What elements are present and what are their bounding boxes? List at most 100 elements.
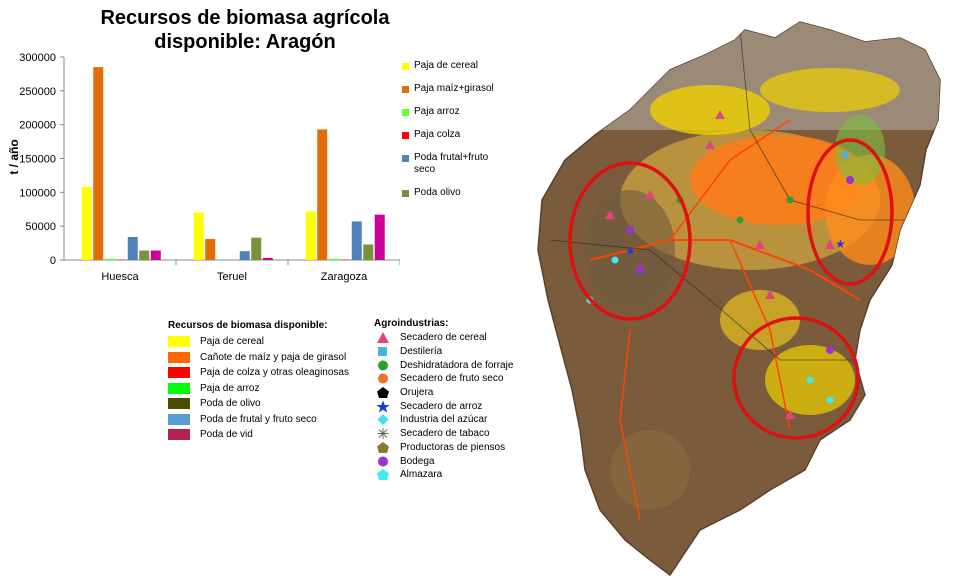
star-icon <box>376 400 390 413</box>
y-tick-label: 200000 <box>19 120 56 132</box>
bar-teruel-s5 <box>251 237 262 260</box>
legend-label: Poda de olivo <box>200 398 261 410</box>
series-legend-item: Paja colza <box>402 129 512 141</box>
biomass-legend-item: Poda de olivo <box>168 396 349 412</box>
legend-swatch <box>402 190 409 197</box>
agroindustry-legend-item: Secadero de cereal <box>374 331 513 345</box>
x-tick-label: Zaragoza <box>321 271 368 283</box>
legend-label: Paja maíz+girasol <box>414 83 494 94</box>
legend-swatch <box>402 86 409 93</box>
bar-zaragoza-s0 <box>305 211 316 260</box>
agroindustry-legend-item: Orujera <box>374 386 513 400</box>
highlight-ellipse-southeast <box>732 316 860 440</box>
y-tick-label: 150000 <box>19 154 56 166</box>
agroindustry-legend-item: Secadero de tabaco <box>374 427 513 441</box>
square-icon <box>378 347 387 357</box>
chart-title: Recursos de biomasa agrícola disponible:… <box>100 7 390 53</box>
legend-label: Secadero de cereal <box>400 332 487 344</box>
legend-label: Bodega <box>400 455 435 467</box>
pentagon-icon <box>377 469 389 481</box>
biomass-legend-item: Paja de cereal <box>168 334 349 350</box>
legend-label: Secadero de arroz <box>400 400 483 412</box>
agroindustry-legend-item: Deshidratadora de forraje <box>374 358 513 372</box>
bar-chart: 0 50000 100000 150000 200000 250000 300000 Hues… <box>19 52 400 283</box>
agroindustry-legend-item: Secadero de arroz <box>374 399 513 413</box>
x-tick-label: Huesca <box>101 271 139 283</box>
biomass-legend-item: Poda de vid <box>168 427 349 443</box>
agroindustry-legend-item: Bodega <box>374 454 513 468</box>
legend-label: Poda de vid <box>200 429 253 441</box>
bar-teruel-s1 <box>205 239 216 260</box>
y-tick-label: 250000 <box>19 86 56 98</box>
circle-icon <box>378 456 388 467</box>
triangle-icon <box>377 332 389 344</box>
series-legend-item: Poda olivo <box>402 187 512 199</box>
agroindustry-legend: Agroindustrias: Secadero de cereal Destil… <box>374 318 513 482</box>
legend-label: Destilería <box>400 346 443 358</box>
legend-label: Poda frutal+fruto seco <box>414 152 489 175</box>
x-tick-label: Teruel <box>217 271 247 283</box>
bar-huesca-s1 <box>93 67 104 261</box>
bar-teruel-s4 <box>239 251 250 260</box>
legend-swatch <box>168 413 190 425</box>
y-tick-label: 300000 <box>19 52 56 64</box>
legend-swatch <box>168 351 190 363</box>
legend-swatch <box>168 398 190 410</box>
bar-huesca-s0 <box>81 186 92 260</box>
circle-icon <box>378 360 388 371</box>
legend-swatch <box>402 132 409 139</box>
bar-huesca-s6 <box>150 250 161 260</box>
legend-label: Industria del azúcar <box>400 414 488 426</box>
pentagon-icon <box>377 441 389 453</box>
y-tick-label: 100000 <box>19 187 56 199</box>
legend-label: Paja de arroz <box>200 382 260 394</box>
bar-teruel-s0 <box>193 212 204 260</box>
legend-label: Productoras de piensos <box>400 441 506 453</box>
svg-text:★: ★ <box>835 237 846 251</box>
series-legend-item: Paja maíz+girasol <box>402 83 512 95</box>
legend-label: Orujera <box>400 387 434 399</box>
highlight-ellipse-east <box>806 138 894 286</box>
bar-zaragoza-s4 <box>351 221 362 260</box>
bar-huesca-s2 <box>104 258 115 260</box>
legend-label: Secadero de fruto seco <box>400 373 504 385</box>
series-legend-item: Paja arroz <box>402 106 512 118</box>
legend-swatch <box>168 429 190 441</box>
legend-swatch <box>402 155 409 162</box>
agroindustry-legend-item: Almazara <box>374 468 513 482</box>
y-tick-label: 50000 <box>25 221 56 233</box>
highlight-ellipse-west <box>568 161 692 321</box>
bar-huesca-s5 <box>139 250 150 260</box>
legend-swatch <box>402 63 409 70</box>
pentagon-icon <box>377 387 389 399</box>
legend-label: Almazara <box>400 469 443 481</box>
biomass-legend-item: Paja de colza y otras oleaginosas <box>168 365 349 381</box>
agroindustry-legend-item: Secadero de fruto seco <box>374 372 513 386</box>
bar-teruel-s6 <box>262 257 273 260</box>
legend-label: Paja de cereal <box>200 336 264 348</box>
legend-label: Poda de frutal y fruto seco <box>200 413 317 425</box>
legend-swatch <box>402 109 409 116</box>
legend-label: Paja arroz <box>414 106 460 117</box>
series-legend-item: Poda frutal+fruto seco <box>402 152 512 176</box>
legend-swatch <box>168 336 190 348</box>
series-legend-item: Paja de cereal <box>402 60 512 72</box>
legend-label: Paja colza <box>414 129 461 140</box>
bar-zaragoza-s2 <box>328 258 339 260</box>
agroindustry-legend-title: Agroindustrias: <box>374 318 449 329</box>
legend-label: Secadero de tabaco <box>400 428 490 440</box>
legend-label: Deshidratadora de forraje <box>400 359 514 371</box>
aragon-map: ★ ★ <box>537 21 941 577</box>
bar-zaragoza-s1 <box>317 129 328 260</box>
legend-swatch <box>168 382 190 394</box>
biomass-legend: Recursos de biomasa disponible: Paja de … <box>168 320 349 443</box>
biomass-legend-title: Recursos de biomasa disponible: <box>168 320 328 331</box>
svg-text:★: ★ <box>625 244 636 258</box>
biomass-legend-item: Cañote de maíz y paja de girasol <box>168 350 349 366</box>
y-tick-label: 0 <box>50 255 56 267</box>
asterisk-icon <box>377 428 389 440</box>
circle-icon <box>378 373 388 384</box>
legend-label: Cañote de maíz y paja de girasol <box>200 351 347 363</box>
agroindustry-legend-item: Productoras de piensos <box>374 441 513 455</box>
diamond-icon <box>377 414 389 426</box>
